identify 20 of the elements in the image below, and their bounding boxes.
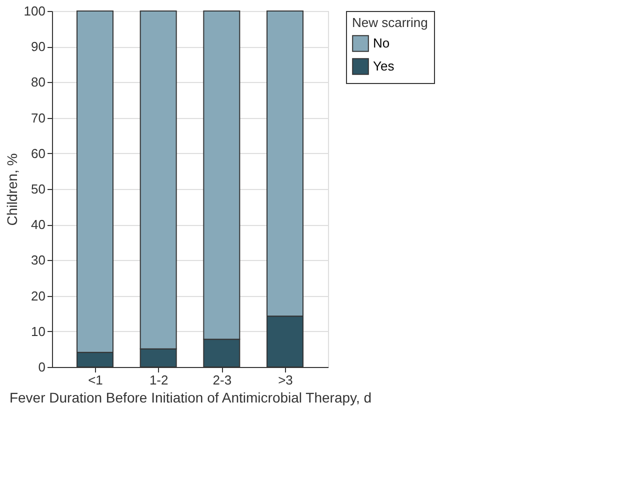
x-tick-label: 2-3 xyxy=(212,372,232,388)
y-tick-label: 40 xyxy=(31,217,46,232)
y-tick-label: 60 xyxy=(31,146,46,161)
x-axis-title: Fever Duration Before Initiation of Antimicrobial Therapy, d xyxy=(9,390,372,406)
y-axis-title: Children, % xyxy=(4,153,20,226)
y-tick-label: 30 xyxy=(31,252,46,268)
x-tick-label: >3 xyxy=(278,372,293,388)
y-tick-label: 80 xyxy=(31,74,46,90)
y-tick-label: 10 xyxy=(31,324,46,339)
legend-label: Yes xyxy=(373,58,395,74)
y-tick-label: 0 xyxy=(38,360,46,374)
y-tick-label: 70 xyxy=(31,110,46,126)
y-tick-label: 20 xyxy=(31,288,46,304)
legend-label: No xyxy=(373,36,390,50)
y-tick-label: 100 xyxy=(24,4,46,18)
y-tick-label: 90 xyxy=(31,39,46,54)
x-tick-label: <1 xyxy=(88,372,103,388)
x-tick-label: 1-2 xyxy=(149,372,168,388)
legend-title: New scarring xyxy=(352,15,428,30)
y-tick-label: 50 xyxy=(31,182,46,196)
